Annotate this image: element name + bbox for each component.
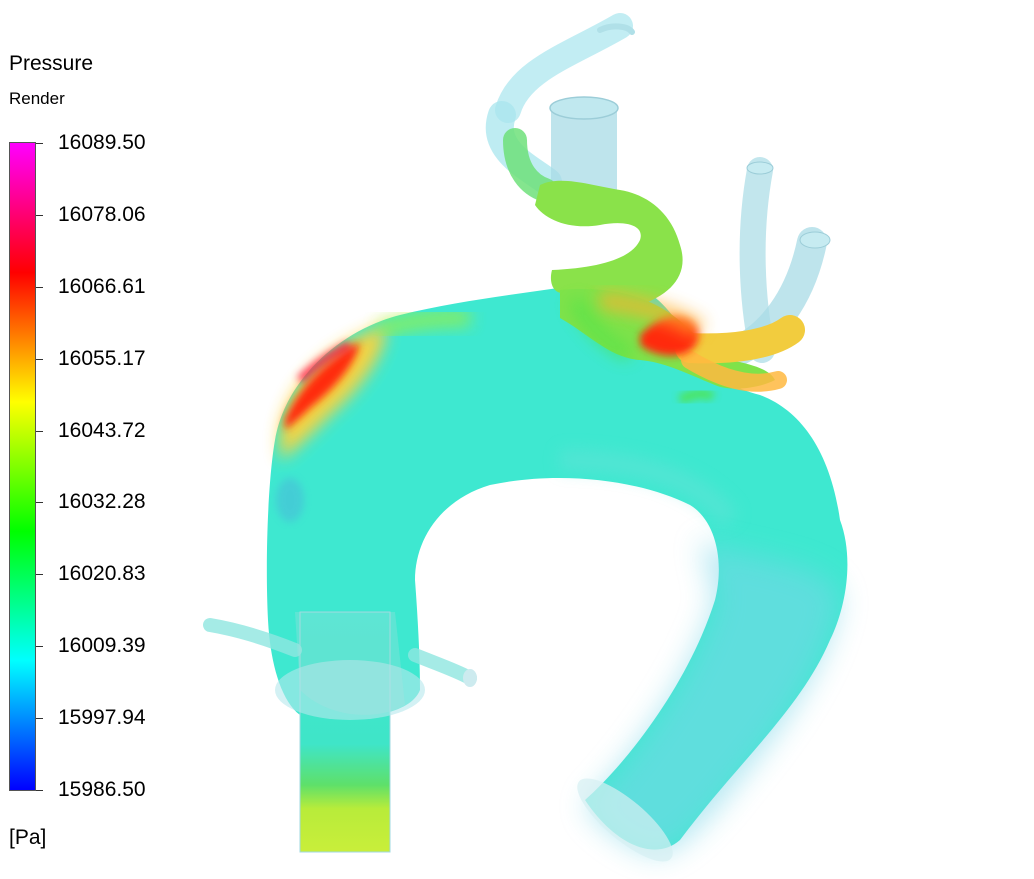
color-scale-tick-mark	[36, 143, 43, 144]
color-scale-tick-mark	[36, 358, 43, 360]
color-scale-tick-label: 16055.17	[58, 346, 146, 370]
color-scale-bar	[9, 142, 36, 791]
aortic-arch-body	[266, 280, 848, 855]
color-scale-tick-label: 16032.28	[58, 490, 146, 514]
color-scale-tick-label: 16009.39	[58, 634, 146, 658]
color-scale-tick-label: 16020.83	[58, 562, 146, 586]
color-scale-tick-mark	[36, 646, 43, 648]
color-scale-tick-mark	[36, 214, 43, 216]
color-scale-tick-label: 15986.50	[58, 778, 146, 801]
color-scale-tick-mark	[36, 718, 43, 720]
color-scale-tick-mark	[36, 790, 43, 791]
vessel-outline-near	[295, 23, 673, 862]
color-scale-tick-mark	[36, 502, 43, 504]
ascending-aorta-tube	[299, 611, 391, 853]
units-label: [Pa]	[9, 826, 47, 849]
legend-subtitle: Render	[9, 89, 65, 108]
color-scale-tick-mark	[36, 286, 43, 288]
color-scale-tick-label: 15997.94	[58, 706, 146, 730]
pressure-hotspots	[276, 291, 716, 522]
color-scale-tick-label: 16089.50	[58, 131, 146, 154]
color-scale-tick-label: 16066.61	[58, 274, 146, 298]
aortic-root	[203, 618, 477, 720]
legend-title: Pressure	[9, 52, 94, 75]
color-scale-tick-mark	[36, 574, 43, 576]
color-scale-tick-mark	[36, 430, 43, 432]
color-scale-tick-label: 16043.72	[58, 418, 146, 442]
color-scale-tick-label: 16078.06	[58, 202, 146, 226]
